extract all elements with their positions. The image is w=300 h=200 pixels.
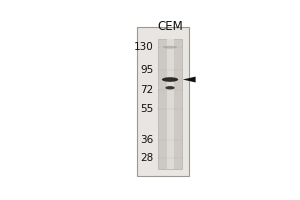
Ellipse shape (163, 46, 177, 49)
Text: 130: 130 (134, 42, 154, 52)
Polygon shape (183, 77, 196, 82)
FancyBboxPatch shape (137, 27, 189, 176)
Text: 36: 36 (140, 135, 154, 145)
FancyBboxPatch shape (167, 39, 173, 169)
FancyBboxPatch shape (158, 39, 182, 169)
Text: 28: 28 (140, 153, 154, 163)
Text: CEM: CEM (157, 20, 183, 33)
Ellipse shape (165, 86, 175, 89)
Text: 55: 55 (140, 104, 154, 114)
Ellipse shape (162, 77, 178, 82)
Text: 72: 72 (140, 85, 154, 95)
Text: 95: 95 (140, 65, 154, 75)
